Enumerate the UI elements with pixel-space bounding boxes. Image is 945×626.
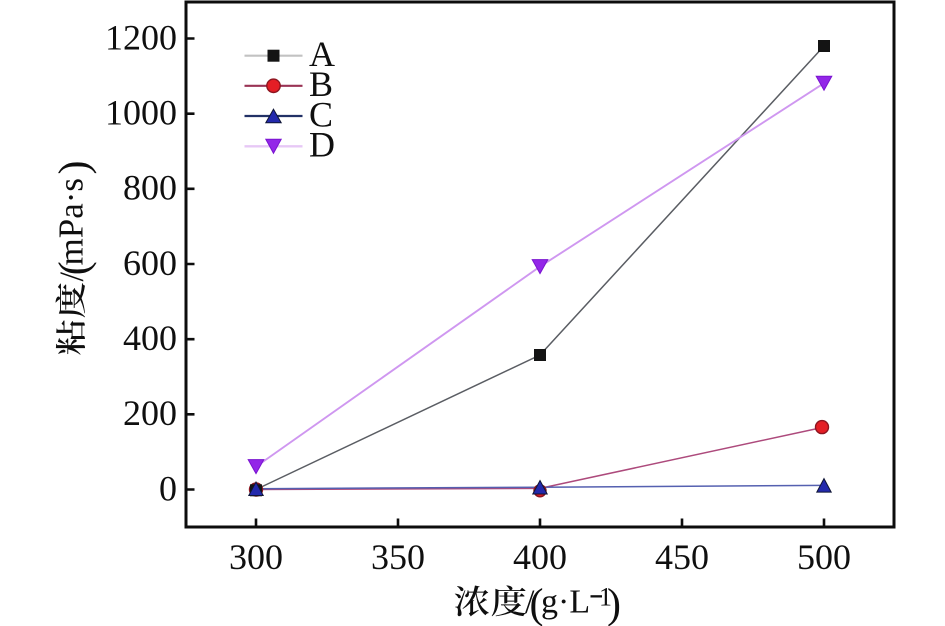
svg-text:mPa·s: mPa·s	[51, 178, 90, 266]
svg-text:1200: 1200	[105, 17, 177, 57]
svg-text:C: C	[309, 94, 333, 134]
svg-text:1000: 1000	[105, 93, 177, 133]
svg-text:g·L: g·L	[541, 584, 590, 621]
svg-text:450: 450	[655, 537, 709, 577]
svg-text:A: A	[309, 34, 335, 74]
svg-text:/: /	[525, 584, 535, 621]
svg-text:400: 400	[513, 537, 567, 577]
svg-text:500: 500	[797, 537, 851, 577]
svg-text:200: 200	[123, 393, 177, 433]
svg-text:600: 600	[123, 243, 177, 283]
svg-text:400: 400	[123, 318, 177, 358]
svg-text:/: /	[53, 272, 90, 282]
svg-text:): )	[607, 582, 621, 626]
svg-text:800: 800	[123, 168, 177, 208]
svg-text:(: (	[530, 582, 544, 626]
svg-text:(: (	[51, 261, 97, 275]
svg-text:): )	[51, 161, 97, 175]
svg-text:350: 350	[371, 537, 425, 577]
svg-text:300: 300	[229, 537, 283, 577]
svg-text:1: 1	[599, 583, 612, 612]
svg-text:D: D	[309, 125, 335, 165]
svg-text:B: B	[309, 64, 333, 104]
svg-text:0: 0	[159, 468, 177, 508]
